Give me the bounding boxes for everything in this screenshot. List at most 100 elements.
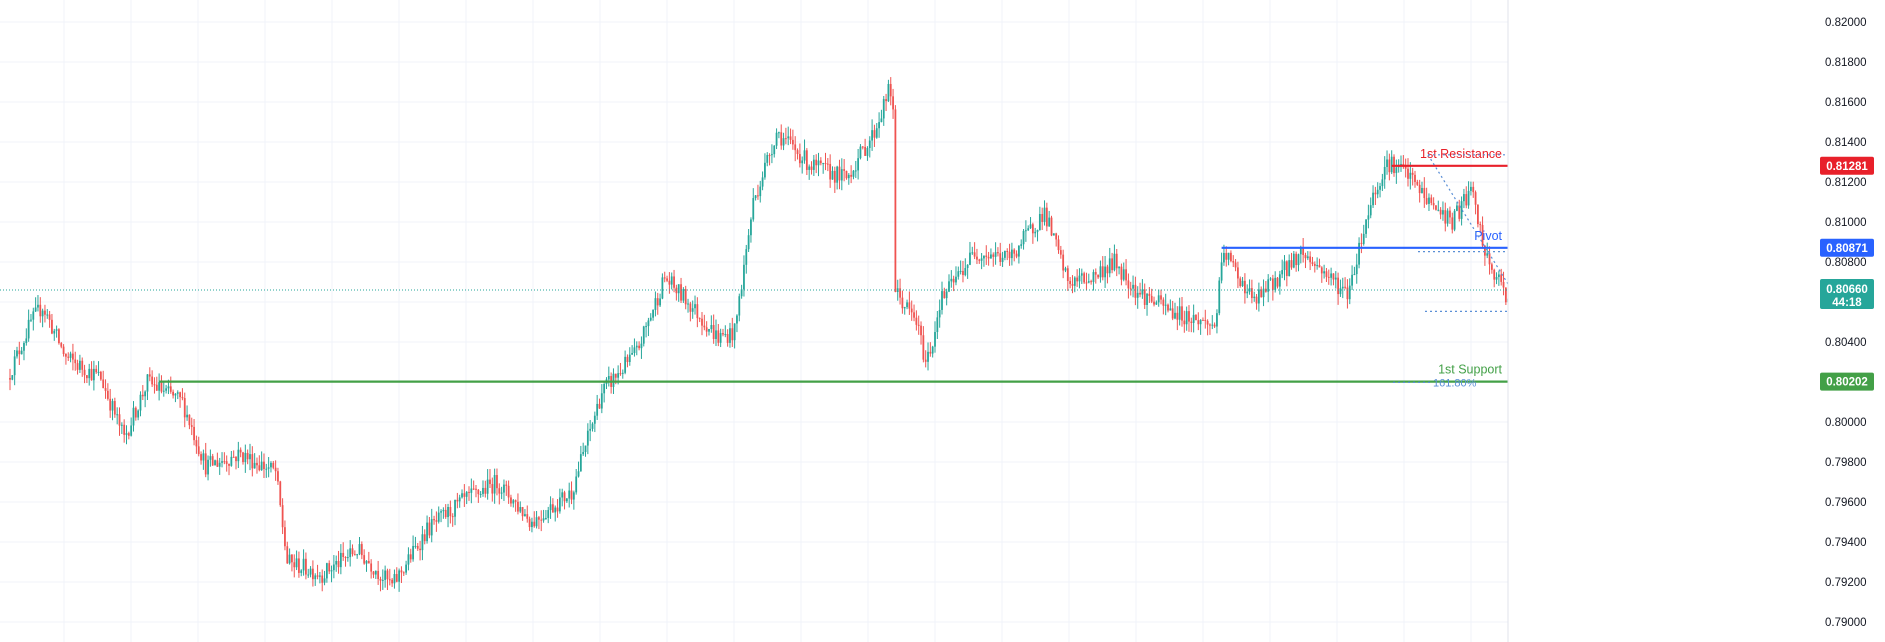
price-badge-label: 0.80202 bbox=[1826, 377, 1868, 389]
candle-body bbox=[1260, 289, 1263, 298]
candle-body bbox=[927, 351, 929, 362]
candle-body bbox=[99, 371, 102, 380]
candle-body bbox=[37, 304, 39, 308]
candle-body bbox=[638, 345, 640, 349]
candle-body bbox=[1087, 281, 1090, 283]
candle-body bbox=[106, 390, 109, 399]
candle-body bbox=[614, 373, 617, 378]
candle-body bbox=[1085, 282, 1088, 284]
candle-body bbox=[836, 166, 839, 183]
candle-body bbox=[1071, 284, 1074, 286]
candle-body bbox=[433, 519, 435, 521]
candle-body bbox=[1344, 286, 1346, 288]
candle-body bbox=[551, 504, 554, 513]
candle-body bbox=[565, 498, 568, 502]
candle-body bbox=[1134, 284, 1137, 298]
candle-body bbox=[701, 318, 703, 326]
candle-body bbox=[815, 159, 818, 166]
candle-body bbox=[279, 481, 282, 506]
candle-body bbox=[1467, 190, 1470, 206]
candle-body bbox=[992, 254, 995, 257]
candle-body bbox=[1050, 217, 1053, 236]
candle-body bbox=[1269, 278, 1272, 280]
candle-body bbox=[169, 386, 172, 392]
candle-body bbox=[414, 545, 417, 547]
candle-body bbox=[1190, 321, 1193, 323]
candle-body bbox=[531, 521, 533, 528]
candle-body bbox=[868, 140, 871, 149]
candle-body bbox=[148, 374, 151, 377]
candle-body bbox=[822, 163, 825, 165]
candle-body bbox=[978, 259, 981, 261]
candle-body bbox=[500, 492, 503, 494]
candle-body bbox=[1218, 280, 1221, 314]
candle-body bbox=[1302, 248, 1305, 255]
candle-body bbox=[1292, 253, 1295, 268]
candle-body bbox=[582, 451, 585, 455]
candle-body bbox=[635, 345, 638, 348]
candle-body bbox=[787, 136, 790, 139]
current-price-badge bbox=[1820, 279, 1874, 309]
candle-body bbox=[384, 570, 387, 580]
candle-body bbox=[1416, 181, 1419, 185]
candle-body bbox=[903, 307, 906, 309]
candle-body bbox=[81, 360, 84, 370]
candle-body bbox=[505, 484, 508, 486]
candle-body bbox=[468, 491, 470, 493]
candle-body bbox=[214, 460, 216, 466]
candle-body bbox=[761, 177, 764, 187]
candle-body bbox=[1341, 286, 1344, 289]
candle-body bbox=[775, 132, 778, 146]
candle-body bbox=[134, 407, 137, 418]
candle-body bbox=[794, 144, 797, 151]
candle-body bbox=[132, 407, 135, 426]
candle-body bbox=[656, 298, 659, 306]
candle-body bbox=[740, 289, 743, 297]
candle-body bbox=[1495, 277, 1498, 280]
candle-body bbox=[62, 346, 65, 355]
candle-body bbox=[1209, 324, 1211, 326]
candle-body bbox=[1059, 250, 1062, 255]
candle-body bbox=[684, 289, 687, 305]
candle-body bbox=[1463, 194, 1465, 202]
candle-body bbox=[1481, 225, 1484, 246]
candle-body bbox=[111, 401, 114, 411]
candle-body bbox=[952, 278, 955, 283]
candle-body bbox=[454, 499, 456, 517]
candle-body bbox=[514, 500, 517, 502]
candle-body bbox=[1220, 262, 1223, 281]
y-tick-label: 0.79800 bbox=[1825, 457, 1867, 469]
candle-body bbox=[847, 174, 850, 179]
candle-body bbox=[174, 393, 177, 396]
candle-body bbox=[1204, 320, 1207, 322]
candle-body bbox=[640, 343, 643, 349]
candle-body bbox=[246, 452, 249, 460]
candle-body bbox=[1120, 266, 1123, 280]
candle-body bbox=[1055, 233, 1058, 240]
candle-body bbox=[193, 426, 195, 441]
candle-body bbox=[1178, 306, 1181, 320]
candle-body bbox=[1325, 271, 1328, 277]
price-axis[interactable]: 0.82000 0.81800 0.81600 0.81400 0.81200 0.810… bbox=[1507, 0, 1885, 642]
candle-body bbox=[1304, 254, 1307, 259]
candle-body bbox=[30, 319, 32, 321]
candle-body bbox=[116, 414, 119, 416]
candle-body bbox=[1351, 274, 1353, 286]
candle-body bbox=[784, 138, 787, 140]
candle-body bbox=[200, 454, 202, 461]
candle-body bbox=[461, 493, 463, 498]
candle-body bbox=[1216, 313, 1218, 327]
candle-body bbox=[263, 461, 265, 470]
candle-body bbox=[824, 163, 827, 165]
y-tick-label: 0.80000 bbox=[1825, 417, 1867, 429]
candle-body bbox=[882, 99, 885, 119]
candle-body bbox=[691, 308, 694, 312]
candle-body bbox=[771, 154, 773, 156]
candle-body bbox=[899, 288, 901, 298]
candle-body bbox=[102, 379, 105, 389]
candle-body bbox=[999, 253, 1002, 262]
candle-body bbox=[812, 159, 815, 170]
candle-body bbox=[747, 235, 750, 250]
